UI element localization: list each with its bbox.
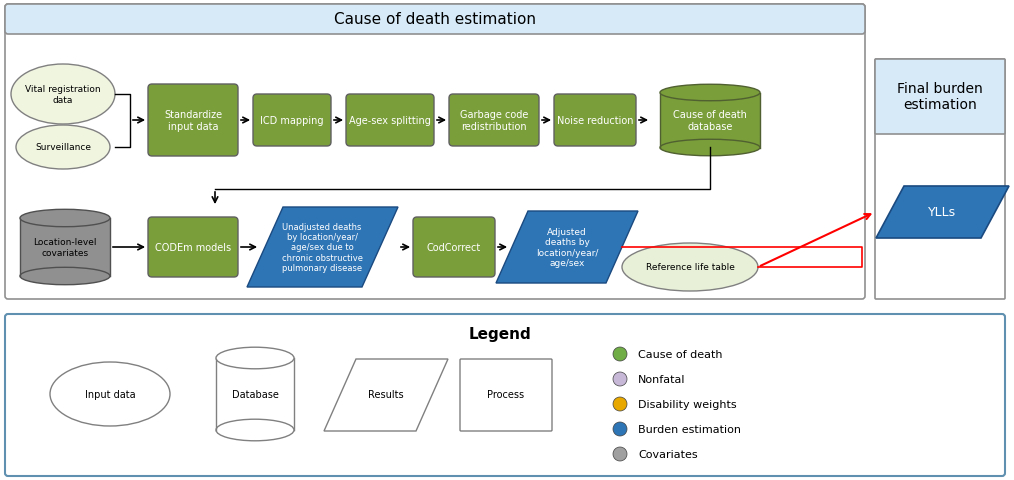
FancyBboxPatch shape <box>5 5 865 35</box>
Text: Results: Results <box>368 389 404 399</box>
Text: YLLs: YLLs <box>928 206 956 219</box>
Circle shape <box>613 422 627 436</box>
Text: Process: Process <box>488 389 524 399</box>
Text: Burden estimation: Burden estimation <box>638 424 741 434</box>
Text: CodCorrect: CodCorrect <box>427 242 481 252</box>
Text: Garbage code
redistribution: Garbage code redistribution <box>459 110 528 132</box>
Text: Vital registration
data: Vital registration data <box>25 85 100 105</box>
Circle shape <box>613 397 627 411</box>
FancyBboxPatch shape <box>875 60 1005 135</box>
Bar <box>216 358 294 430</box>
Text: Unadjusted deaths
by location/year/
age/sex due to
chronic obstructive
pulmonary: Unadjusted deaths by location/year/ age/… <box>282 222 362 273</box>
Polygon shape <box>247 207 399 288</box>
Polygon shape <box>324 359 448 431</box>
Ellipse shape <box>11 65 115 125</box>
Text: Cause of death: Cause of death <box>638 349 723 359</box>
Bar <box>20 218 110 276</box>
Text: Adjusted
deaths by
location/year/
age/sex: Adjusted deaths by location/year/ age/se… <box>535 228 598 267</box>
Text: Cause of death
database: Cause of death database <box>673 110 747 132</box>
FancyBboxPatch shape <box>554 95 636 147</box>
Ellipse shape <box>16 126 110 169</box>
Text: Cause of death estimation: Cause of death estimation <box>334 12 536 27</box>
FancyBboxPatch shape <box>449 95 539 147</box>
Circle shape <box>613 347 627 361</box>
Ellipse shape <box>660 140 760 156</box>
Ellipse shape <box>216 420 294 441</box>
Bar <box>660 93 760 148</box>
Ellipse shape <box>660 85 760 102</box>
Text: Final burden
estimation: Final burden estimation <box>897 82 983 112</box>
FancyBboxPatch shape <box>346 95 434 147</box>
FancyBboxPatch shape <box>5 314 1005 476</box>
FancyBboxPatch shape <box>148 85 238 156</box>
FancyBboxPatch shape <box>5 5 865 300</box>
FancyBboxPatch shape <box>460 359 552 431</box>
Text: Nonfatal: Nonfatal <box>638 374 685 384</box>
Ellipse shape <box>20 210 110 227</box>
FancyBboxPatch shape <box>413 217 495 277</box>
Ellipse shape <box>50 362 170 426</box>
Ellipse shape <box>20 268 110 285</box>
Circle shape <box>613 372 627 386</box>
Text: ICD mapping: ICD mapping <box>261 116 323 126</box>
Text: Database: Database <box>231 389 279 399</box>
Ellipse shape <box>622 243 758 291</box>
FancyBboxPatch shape <box>875 60 1005 300</box>
Text: Covariates: Covariates <box>638 449 698 459</box>
Circle shape <box>613 447 627 461</box>
Text: Noise reduction: Noise reduction <box>557 116 634 126</box>
FancyBboxPatch shape <box>148 217 238 277</box>
Polygon shape <box>496 212 638 283</box>
Text: Input data: Input data <box>85 389 135 399</box>
Text: Age-sex splitting: Age-sex splitting <box>349 116 431 126</box>
Text: Location-level
covariates: Location-level covariates <box>33 238 96 257</box>
Ellipse shape <box>216 348 294 369</box>
Text: Disability weights: Disability weights <box>638 399 736 409</box>
Text: Surveillance: Surveillance <box>35 143 91 152</box>
Text: Standardize
input data: Standardize input data <box>164 110 222 132</box>
Text: Legend: Legend <box>468 327 531 342</box>
FancyBboxPatch shape <box>254 95 331 147</box>
Text: CODEm models: CODEm models <box>155 242 231 252</box>
Text: Reference life table: Reference life table <box>646 263 734 272</box>
Polygon shape <box>876 187 1009 239</box>
